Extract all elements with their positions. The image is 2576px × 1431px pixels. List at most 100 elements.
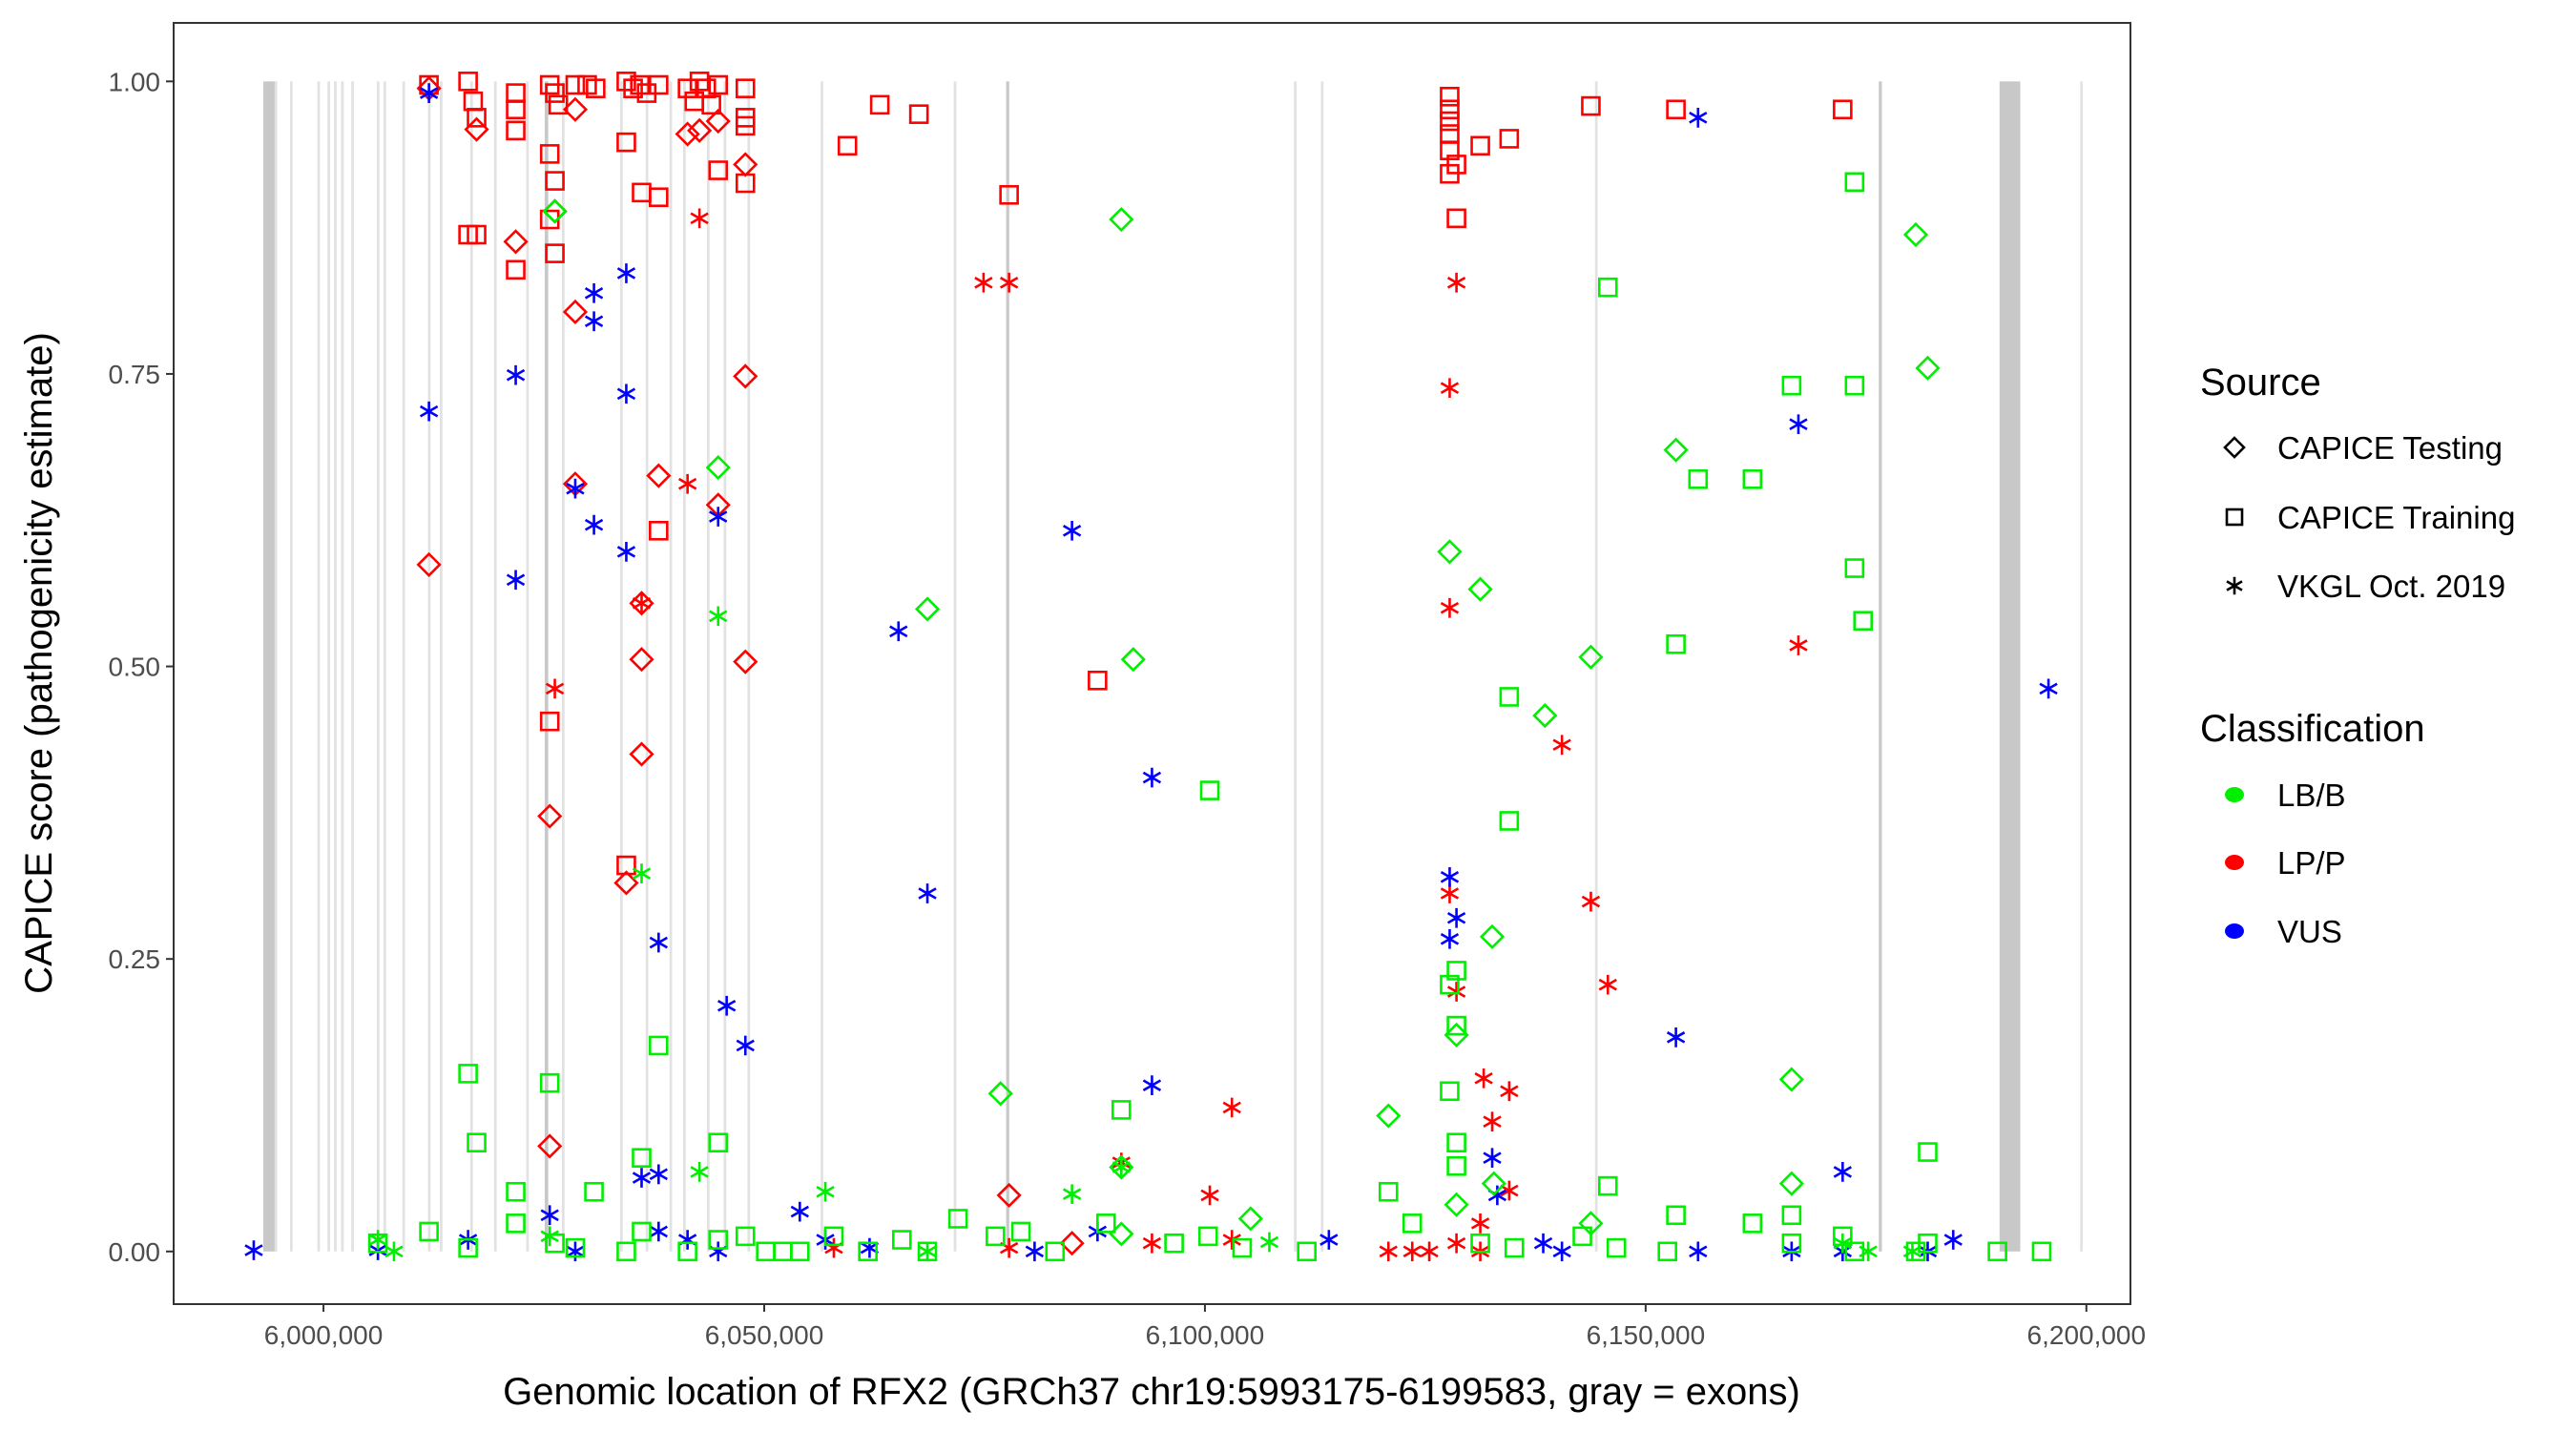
data-point [1444,1022,1469,1047]
asterisk-shape [1500,1180,1519,1201]
data-point [708,1230,729,1250]
data-point [701,94,721,115]
exon-band [1879,81,1882,1252]
square-shape [677,1241,697,1262]
y-axis-title: CAPICE score (pathogenicity estimate) [18,332,60,994]
diamond-shape [542,198,568,224]
data-point [790,1201,809,1222]
exon-band [1320,81,1324,1252]
square-shape [586,78,606,98]
asterisk-shape [1440,378,1460,399]
asterisk-shape [1142,1075,1162,1095]
square-shape [616,72,636,92]
data-point [649,1221,668,1242]
diamond-shape [1109,206,1134,233]
asterisk-shape [584,311,604,332]
diamond-shape [1444,1192,1469,1217]
exon-band [619,81,623,1252]
data-point [708,74,729,95]
diamond-shape [1437,539,1463,565]
data-point [689,72,710,92]
square-shape [908,104,929,124]
data-point [1597,277,1618,298]
data-point [416,551,442,577]
data-point [1222,1230,1241,1250]
data-point [506,259,526,280]
square-shape [584,1181,604,1202]
asterisk-shape [1420,1241,1439,1262]
exon-band [376,81,380,1252]
diamond-shape [416,551,442,577]
diamond-shape [629,741,654,767]
diamond-shape [733,152,758,177]
diamond-shape [562,299,589,325]
data-point [1844,375,1865,396]
diamond-shape [733,649,758,674]
square-shape [701,94,721,115]
exon-band [2080,81,2083,1252]
data-point [540,1205,559,1226]
legend-class-label: LB/B [2277,778,2346,813]
square-shape [458,1237,478,1258]
data-point [1581,95,1601,116]
asterisk-shape [545,678,565,699]
square-shape [1440,140,1460,160]
data-point [1446,982,1466,1002]
asterisk-shape [1446,1233,1466,1254]
y-tick-label: 0.75 [109,360,161,389]
data-point [677,473,697,494]
data-point [717,995,737,1016]
data-point [1440,928,1460,949]
asterisk-shape [1446,907,1466,928]
data-point [1259,1232,1279,1253]
data-point [1552,1241,1571,1262]
square-shape [458,72,478,92]
square-shape [565,1237,586,1258]
asterisk-shape [1222,1097,1241,1118]
asterisk-shape [649,1164,668,1185]
square-shape [545,83,565,103]
square-shape [1918,1142,1938,1162]
asterisk-shape [1062,1184,1082,1205]
square-shape [632,1148,652,1168]
asterisk-shape [999,272,1019,293]
data-point [816,1181,835,1202]
data-point [584,1181,604,1202]
asterisk-shape [1474,1068,1493,1089]
diamond-shape [2223,436,2246,459]
square-shape [1844,1241,1865,1262]
data-point [419,83,439,103]
asterisk-shape [649,1221,668,1242]
data-point [1010,1221,1031,1242]
exon-bands [263,81,2083,1252]
diamond-shape [705,454,731,481]
data-point [467,1132,487,1153]
data-point [1859,1241,1878,1262]
data-point [690,1162,709,1182]
data-point [1499,811,1520,831]
data-point [537,803,563,829]
x-tick-label: 6,150,000 [1587,1320,1706,1350]
data-point [1232,1237,1253,1258]
data-point [537,1133,563,1159]
data-point [1833,99,1853,120]
data-point [790,1241,810,1262]
asterisk-shape [1470,1213,1490,1234]
data-point [1440,99,1460,120]
exon-band [289,81,293,1252]
data-points [244,72,2058,1262]
data-point [506,570,526,591]
data-point [1446,961,1466,981]
square-shape [467,1132,487,1153]
legend-color-dot-icon [2225,787,2244,802]
square-shape [1197,1226,1218,1247]
x-axis: 6,000,000 6,050,000 6,100,000 6,150,000 6,20… [264,1304,2146,1350]
x-tick-label: 6,100,000 [1146,1320,1265,1350]
data-point [1552,735,1571,756]
diamond-shape [1467,576,1493,602]
data-point [616,132,636,153]
data-point [1778,1067,1804,1092]
data-point [1440,597,1460,618]
square-shape [506,259,526,280]
asterisk-shape [1062,520,1082,541]
